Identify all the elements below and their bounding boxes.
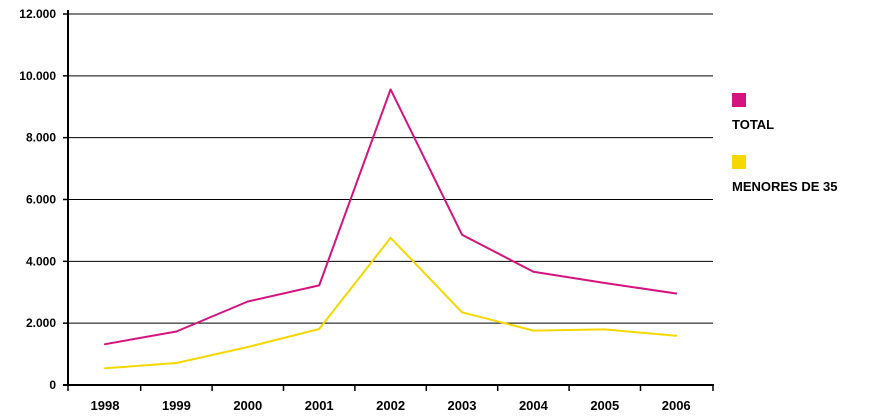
y-tick-label: 10.000 — [19, 69, 56, 83]
series-lines — [104, 88, 678, 370]
x-tick-label: 2002 — [376, 398, 405, 413]
x-tick-label: 1999 — [162, 398, 191, 413]
legend: TOTAL MENORES DE 35 — [732, 93, 837, 194]
y-tick-label: 6.000 — [26, 193, 56, 207]
legend-label: TOTAL — [732, 117, 774, 132]
x-tick-label: 1998 — [91, 398, 120, 413]
y-tick-labels: 0 2.000 4.000 6.000 8.000 10.000 12.000 — [19, 7, 56, 392]
y-tick-label: 0 — [49, 378, 56, 392]
gridlines — [68, 13, 713, 324]
x-tick-label: 2004 — [519, 398, 549, 413]
legend-swatch — [732, 155, 746, 169]
y-tick-label: 4.000 — [26, 254, 56, 268]
series-line-2 — [104, 236, 678, 370]
series-line-1 — [104, 88, 678, 346]
y-tick-label: 8.000 — [26, 131, 56, 145]
legend-label: MENORES DE 35 — [732, 179, 837, 194]
y-tick-label: 2.000 — [26, 316, 56, 330]
y-tick-label: 12.000 — [19, 7, 56, 21]
x-tick-label: 2003 — [448, 398, 477, 413]
axes — [63, 10, 714, 391]
x-tick-labels: 1998 1999 2000 2001 2002 2003 2004 2005 2006 — [91, 398, 691, 413]
legend-swatch — [732, 93, 746, 107]
x-tick-label: 2006 — [662, 398, 691, 413]
x-tick-label: 2000 — [233, 398, 262, 413]
x-tick-label: 2001 — [305, 398, 334, 413]
x-tick-label: 2005 — [590, 398, 619, 413]
